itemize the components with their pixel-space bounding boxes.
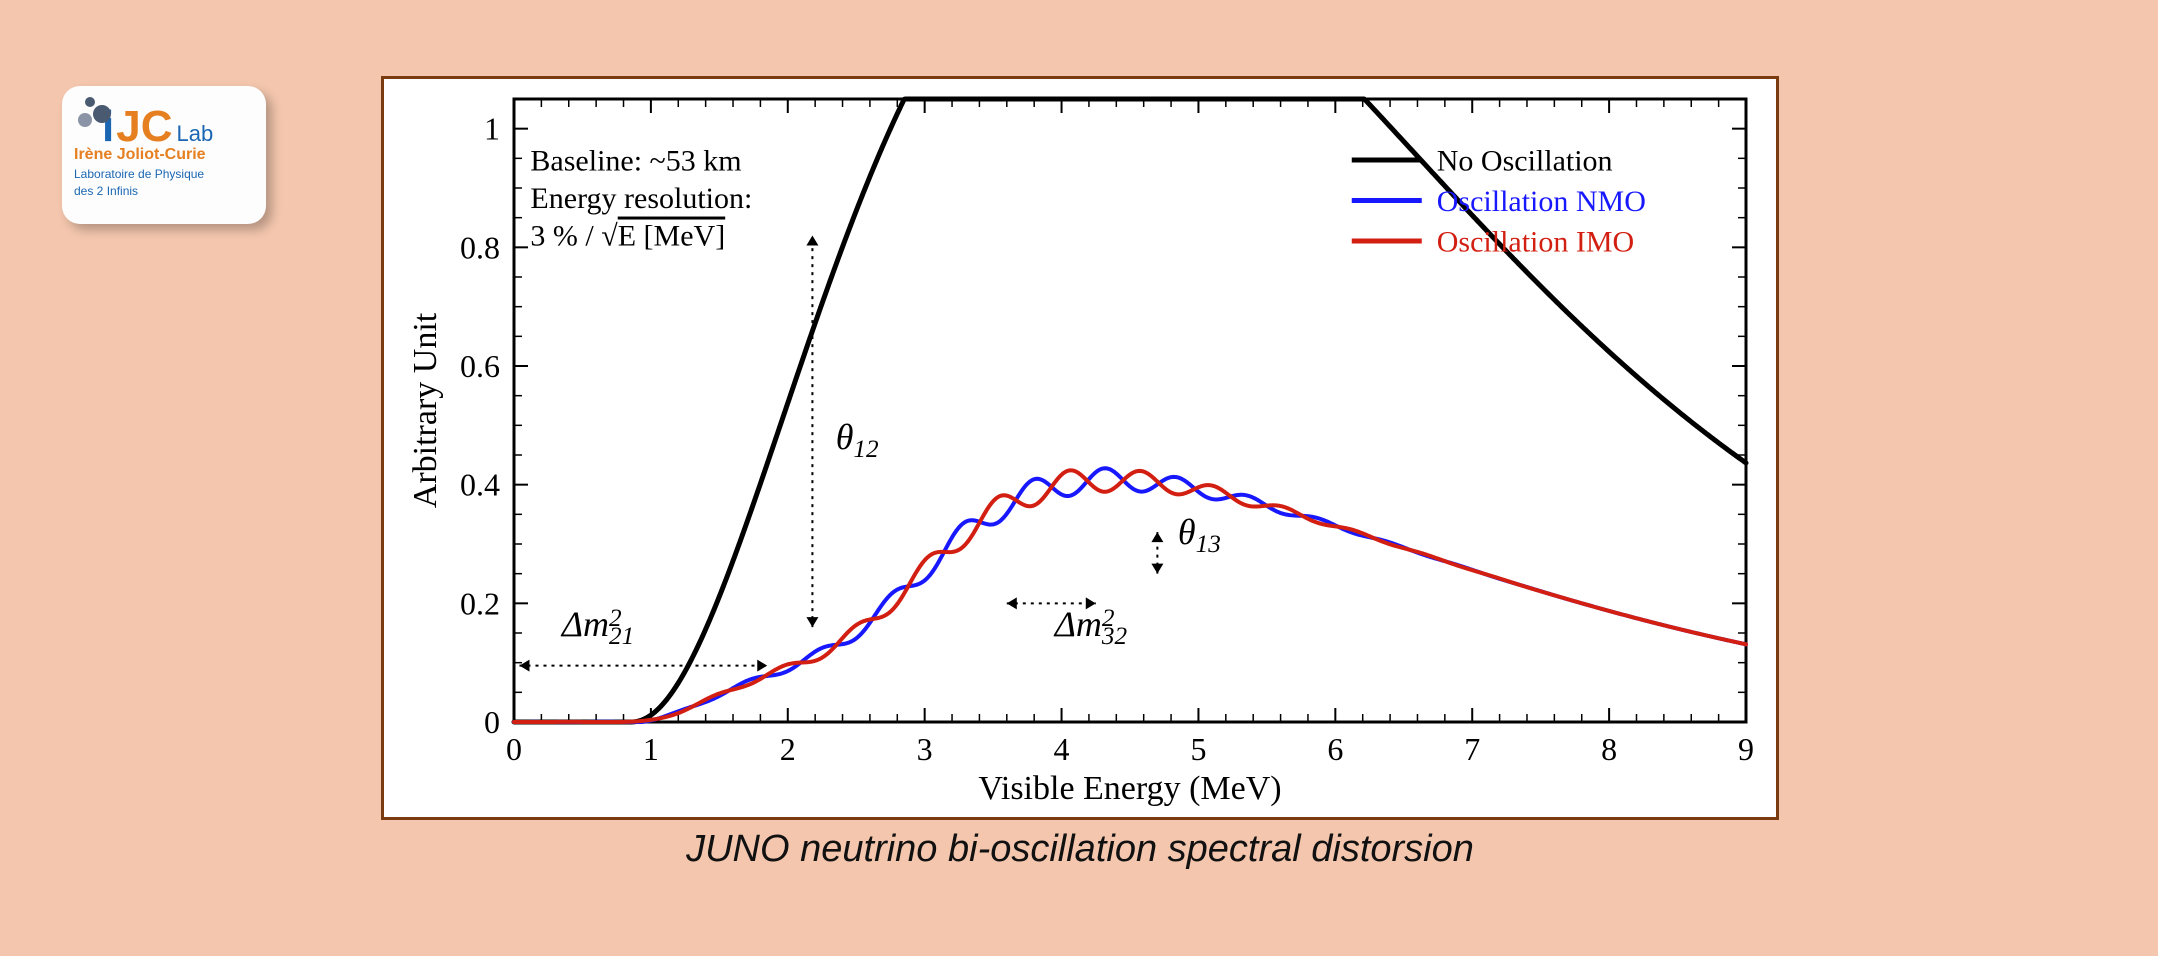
svg-text:Δm232: Δm232 [1053, 604, 1128, 650]
svg-text:Visible Energy (MeV): Visible Energy (MeV) [978, 770, 1281, 807]
svg-text:2: 2 [780, 731, 796, 767]
svg-text:0.6: 0.6 [460, 348, 500, 384]
chart-frame: 0 1 2 3 4 5 6 7 8 9 0 0.2 0.4 0.6 0.8 1 Visible Energy (… [381, 76, 1779, 820]
svg-text:Baseline: ~53 km: Baseline: ~53 km [530, 145, 741, 178]
svg-text:Δm221: Δm221 [560, 604, 634, 650]
logo-subtitle-2a: Laboratoire de Physique [74, 168, 254, 181]
svg-text:3: 3 [917, 731, 933, 767]
svg-text:0: 0 [506, 731, 522, 767]
svg-text:1: 1 [484, 111, 500, 147]
svg-text:0: 0 [484, 704, 500, 740]
svg-text:5: 5 [1190, 731, 1206, 767]
svg-text:θ13: θ13 [1178, 512, 1221, 558]
logo-letters-jc: JC [116, 102, 172, 152]
svg-text:0.2: 0.2 [460, 585, 500, 621]
svg-text:No Oscillation: No Oscillation [1437, 145, 1613, 178]
svg-text:4: 4 [1054, 731, 1070, 767]
svg-text:9: 9 [1738, 731, 1754, 767]
svg-text:6: 6 [1327, 731, 1343, 767]
svg-text:8: 8 [1601, 731, 1617, 767]
logo-dots-icon [72, 92, 120, 132]
spectrum-chart: 0 1 2 3 4 5 6 7 8 9 0 0.2 0.4 0.6 0.8 1 Visible Energy (… [384, 79, 1776, 817]
svg-text:1: 1 [643, 731, 659, 767]
svg-text:0.8: 0.8 [460, 229, 500, 265]
svg-text:Energy resolution:: Energy resolution: [530, 182, 752, 215]
svg-text:Arbitrary Unit: Arbitrary Unit [407, 312, 444, 508]
svg-text:3 % / √E [MeV]: 3 % / √E [MeV] [530, 220, 725, 253]
logo-subtitle-1: Irène Joliot-Curie [74, 146, 254, 164]
svg-text:Oscillation NMO: Oscillation NMO [1437, 185, 1646, 218]
figure-caption: JUNO neutrino bi-oscillation spectral di… [381, 828, 1779, 871]
logo-lab: Lab [176, 121, 213, 147]
svg-text:0.4: 0.4 [460, 467, 500, 503]
svg-text:θ12: θ12 [836, 417, 879, 463]
lab-logo: i JC Lab Irène Joliot-Curie Laboratoire … [62, 86, 266, 224]
svg-text:7: 7 [1464, 731, 1480, 767]
logo-subtitle-2b: des 2 Infinis [74, 185, 254, 198]
svg-text:Oscillation IMO: Oscillation IMO [1437, 226, 1634, 259]
